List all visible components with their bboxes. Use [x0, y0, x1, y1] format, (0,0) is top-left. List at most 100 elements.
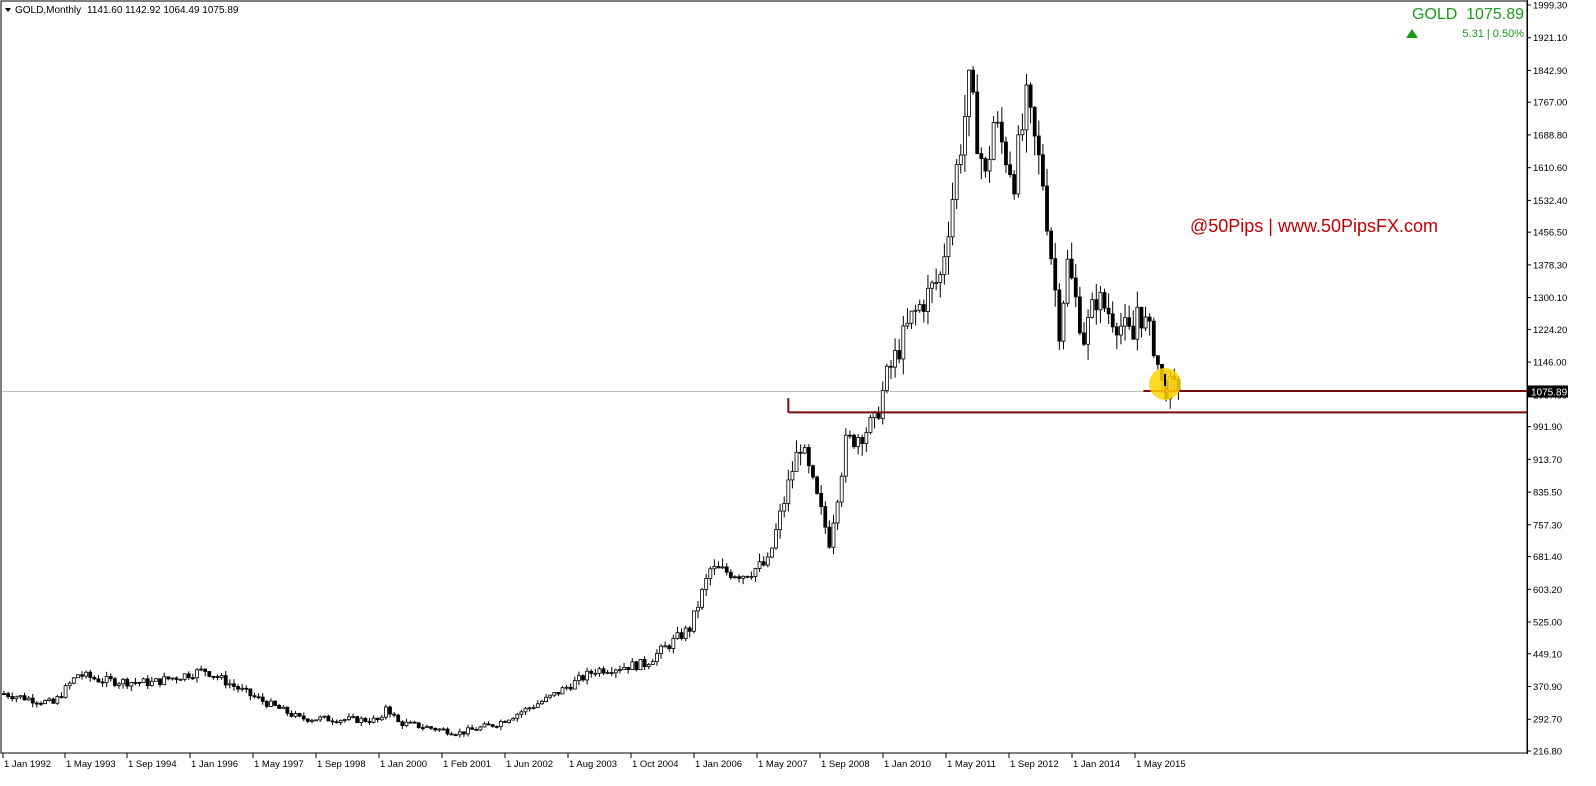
plot-area[interactable]	[0, 0, 1528, 754]
candle-body	[938, 274, 943, 283]
price-axis[interactable]: 1999.30 1921.10 1842.90 1767.00 1688.80 1610.…	[1527, 1, 1567, 758]
candle-body	[712, 566, 717, 570]
candle-body	[219, 675, 224, 678]
candle-body	[486, 723, 491, 726]
candle-body	[967, 69, 971, 117]
candle-body	[774, 529, 778, 549]
candle-body	[170, 677, 175, 680]
candle-body	[1008, 164, 1012, 176]
candle-body	[100, 681, 105, 684]
dropdown-arrow-icon[interactable]	[5, 8, 11, 12]
candle-body	[999, 121, 1004, 143]
candle-body	[6, 693, 11, 697]
candle-body	[252, 695, 257, 698]
candle-body	[593, 672, 598, 675]
candle-body	[1082, 332, 1086, 345]
candle-body	[794, 451, 799, 472]
candle-body	[1020, 129, 1025, 136]
candle-body	[195, 669, 199, 679]
candle-body	[396, 714, 401, 723]
candle-body	[560, 687, 565, 695]
candle-body	[404, 721, 409, 726]
candle-body	[293, 713, 298, 717]
candle-body	[1057, 289, 1062, 342]
candle-body	[1041, 154, 1045, 187]
candle-body	[351, 716, 355, 718]
candle-body	[782, 503, 787, 512]
price-tick-label: 216.80	[1533, 747, 1562, 758]
candle-body	[831, 522, 836, 548]
candle-body	[757, 561, 762, 569]
candle-body	[745, 575, 750, 578]
candle-body	[289, 712, 294, 717]
candle-body	[856, 437, 861, 448]
candle-body	[1123, 317, 1127, 327]
candle-body	[1139, 306, 1144, 329]
candle-body	[843, 434, 848, 477]
candle-body	[166, 676, 171, 680]
candle-body	[190, 677, 195, 680]
price-tick-label: 681.40	[1533, 552, 1562, 563]
price-tick-label: 449.10	[1533, 649, 1562, 660]
candle-body	[979, 153, 984, 160]
time-tick-label: 1 Feb 2001	[443, 759, 491, 770]
candle-body	[650, 661, 655, 665]
candle-body	[728, 571, 733, 579]
candle-body	[848, 434, 852, 437]
candle-body	[531, 706, 536, 709]
candles-group	[2, 66, 1181, 738]
candle-body	[2, 693, 6, 695]
candle-body	[667, 645, 672, 649]
time-axis[interactable]: 1 Jan 1992 1 May 1993 1 Sep 1994 1 Jan 1996…	[2, 753, 1186, 770]
candle-body	[1053, 258, 1058, 291]
candle-body	[63, 685, 68, 698]
candle-body	[613, 669, 618, 674]
candle-body	[371, 717, 376, 723]
time-tick-label: 1 Jan 2000	[380, 759, 427, 770]
candle-body	[839, 475, 844, 503]
candle-body	[1012, 174, 1017, 195]
candle-body	[498, 721, 503, 728]
candle-body	[815, 476, 819, 494]
candle-body	[104, 676, 109, 684]
candle-body	[43, 700, 47, 704]
candle-body	[466, 727, 470, 735]
candle-body	[687, 627, 692, 632]
price-tick-label: 1999.30	[1533, 1, 1567, 12]
price-tick-label: 370.90	[1533, 682, 1562, 693]
current-price-tag-label: 1075.89	[1531, 387, 1568, 398]
candle-body	[913, 309, 918, 312]
candle-body	[503, 721, 507, 723]
watermark-text: @50Pips | www.50PipsFX.com	[1190, 216, 1438, 236]
candle-body	[921, 304, 926, 312]
candle-body	[203, 668, 208, 672]
candle-body	[991, 121, 996, 160]
candle-body	[318, 716, 323, 721]
candle-body	[798, 451, 803, 454]
price-tick-label: 1378.30	[1533, 260, 1567, 271]
candle-body	[724, 566, 729, 573]
candle-body	[59, 696, 64, 698]
candle-body	[342, 719, 347, 721]
candle-body	[515, 713, 520, 719]
candle-body	[708, 568, 713, 579]
candle-body	[18, 695, 23, 698]
time-tick-label: 1 May 2007	[758, 759, 808, 770]
candle-body	[589, 670, 594, 674]
candle-body	[129, 681, 134, 687]
candle-body	[207, 671, 212, 677]
time-tick-label: 1 Jan 2014	[1073, 759, 1120, 770]
candle-body	[154, 678, 158, 682]
time-tick-label: 1 Jun 2002	[506, 759, 553, 770]
candle-body	[211, 675, 216, 678]
candle-body	[786, 479, 791, 504]
price-tick-label: 1767.00	[1533, 98, 1567, 109]
candle-body	[379, 716, 384, 721]
candle-body	[445, 728, 450, 735]
candle-body	[285, 706, 290, 714]
candle-body	[84, 671, 89, 677]
candle-body	[474, 729, 479, 731]
candle-body	[609, 672, 614, 674]
candle-body	[1094, 299, 1099, 311]
candle-body	[462, 731, 466, 735]
